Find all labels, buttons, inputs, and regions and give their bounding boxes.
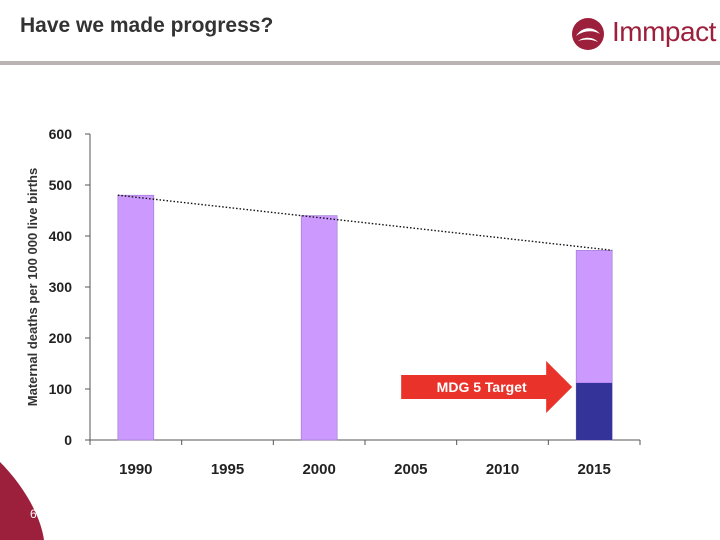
y-axis-label: Maternal deaths per 100 000 live births	[25, 168, 40, 406]
y-tick-label: 600	[49, 126, 73, 142]
x-tick-label: 1990	[119, 461, 152, 478]
bar-1990	[117, 194, 155, 441]
x-tick-label: 2005	[394, 461, 427, 478]
x-tick-label: 1995	[211, 461, 244, 478]
x-tick-label: 2010	[486, 461, 519, 478]
logo-swirl-icon	[572, 18, 604, 50]
y-tick-label: 400	[49, 228, 73, 244]
corner-decoration	[0, 462, 44, 540]
bar-2000	[300, 215, 338, 441]
mdg-target-label: MDG 5 Target	[437, 379, 527, 395]
immpact-logo: Immpact	[568, 14, 716, 56]
page-title: Have we made progress?	[20, 14, 274, 37]
y-tick-label: 100	[49, 381, 73, 397]
y-tick-label: 500	[49, 177, 73, 193]
trend-line	[117, 194, 613, 251]
x-tick-label: 2000	[302, 461, 335, 478]
y-tick-label: 300	[49, 279, 73, 295]
header-divider	[0, 61, 720, 65]
y-tick-label: 200	[49, 330, 73, 346]
logo-text: Immpact	[612, 16, 716, 47]
page-number: 6	[30, 507, 37, 521]
target-bar-2015	[576, 382, 613, 440]
y-tick-label: 0	[64, 432, 72, 448]
x-tick-label: 2015	[577, 461, 610, 478]
mdg-target-arrow	[401, 361, 573, 413]
